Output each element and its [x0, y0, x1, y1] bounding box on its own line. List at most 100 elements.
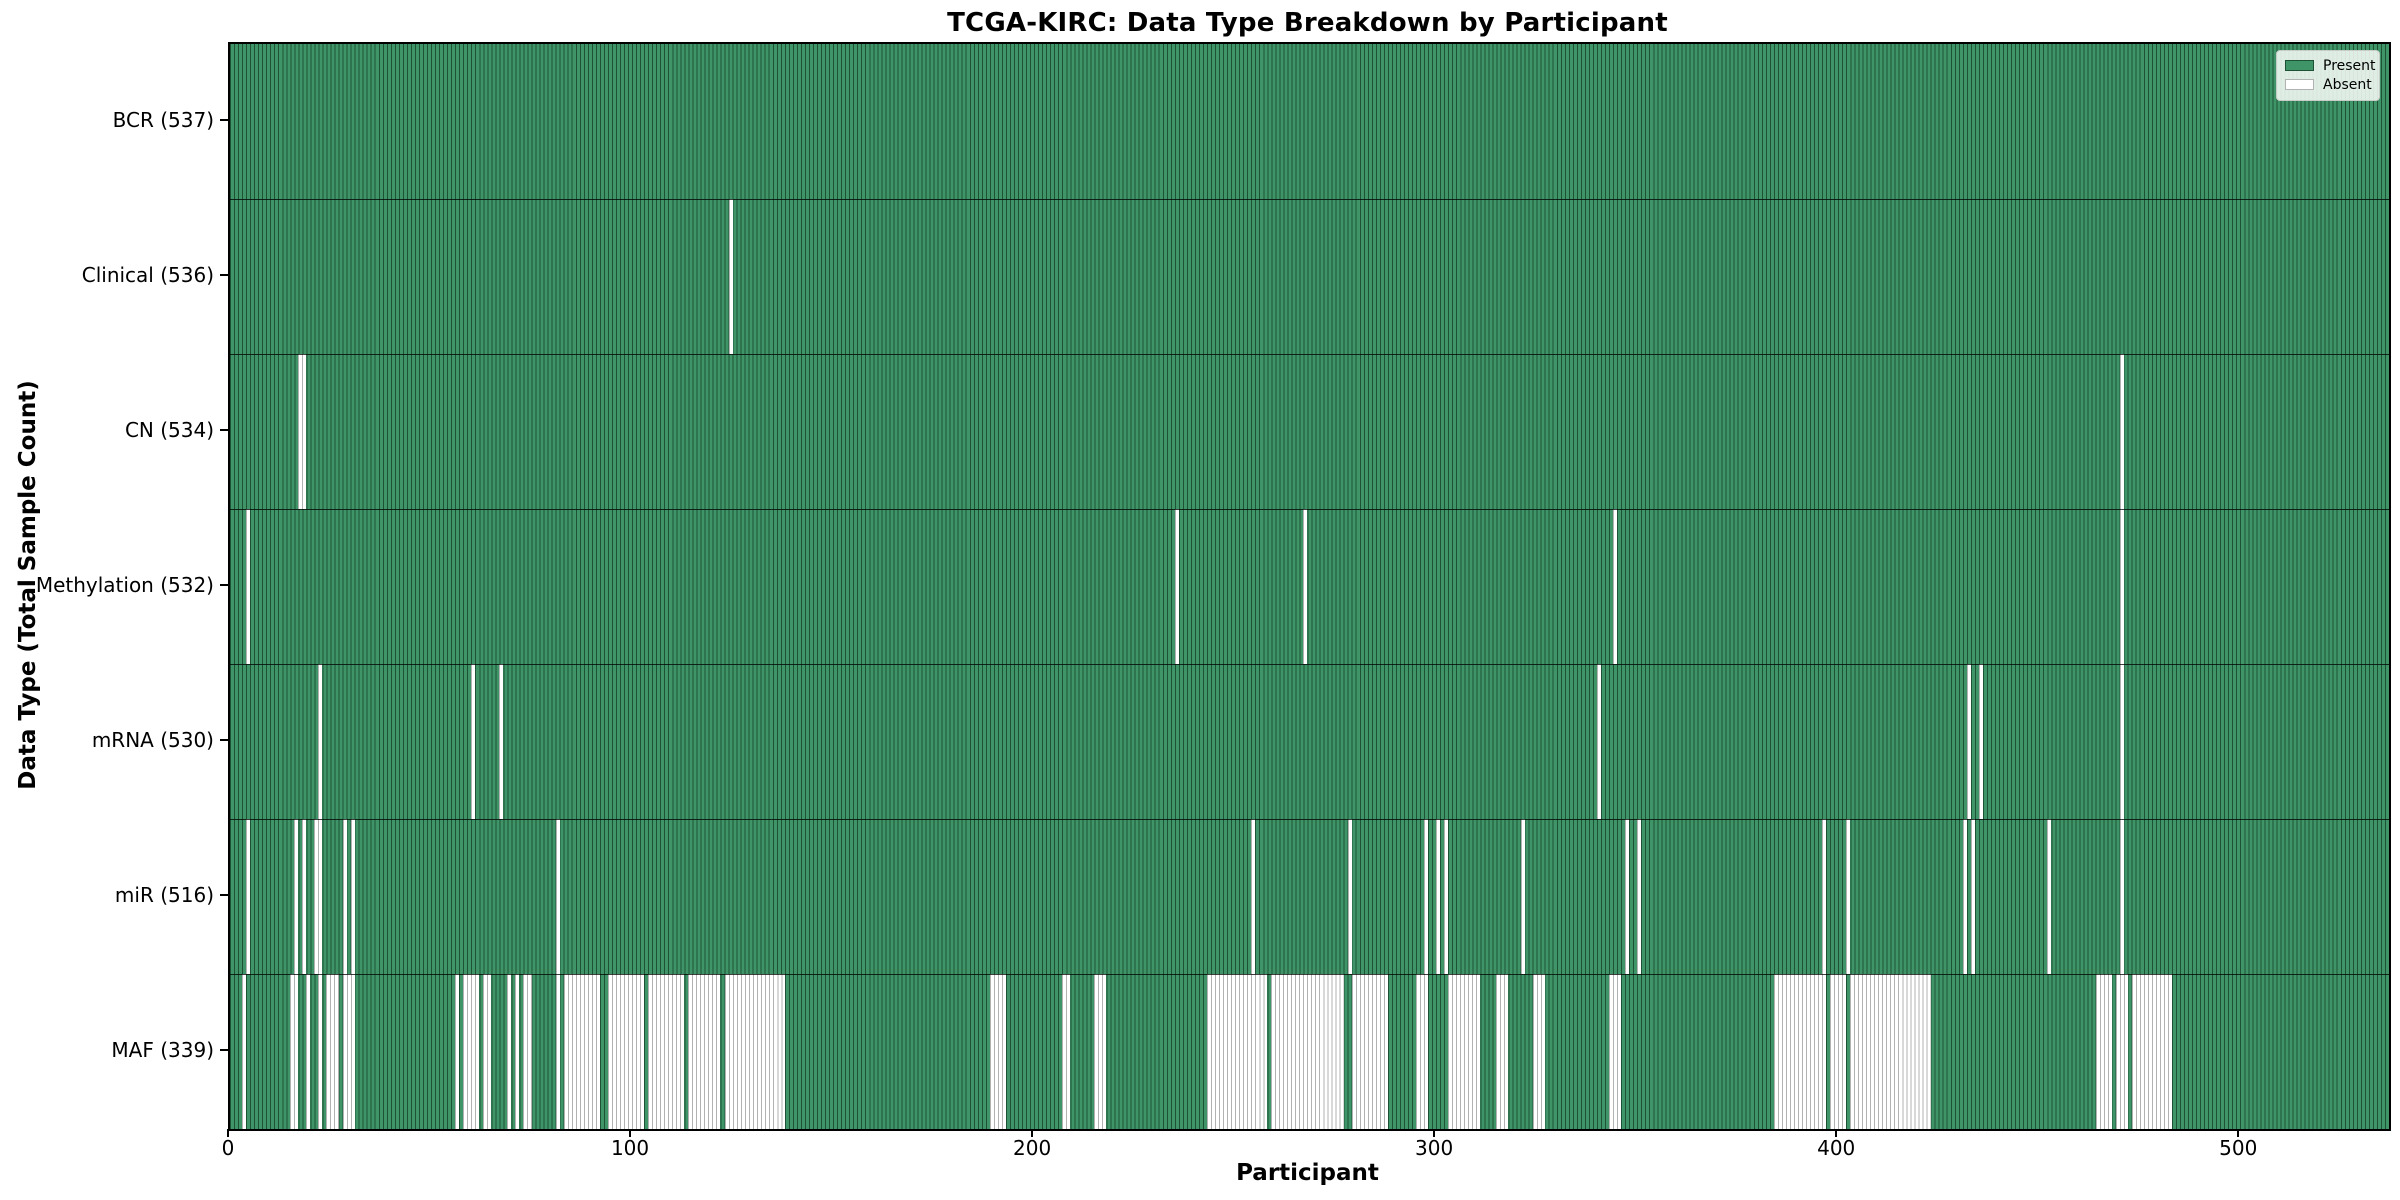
absent-block-mir — [1444, 819, 1449, 974]
absent-block-maf — [1094, 974, 1107, 1129]
ytick-label-cn: CN (534) — [124, 417, 214, 442]
ytick-mark — [220, 1048, 228, 1051]
absent-block-mir — [246, 819, 251, 974]
legend-label-absent: Absent — [2323, 76, 2372, 93]
absent-block-maf — [306, 974, 311, 1129]
ytick-label-methylation: Methylation (532) — [35, 572, 214, 597]
absent-block-methylation — [1174, 509, 1179, 664]
absent-block-maf — [607, 974, 645, 1129]
absent-block-mrna — [1978, 664, 1983, 819]
absent-block-mir — [1347, 819, 1352, 974]
absent-block-maf — [1830, 974, 1847, 1129]
legend-label-present: Present — [2323, 57, 2376, 74]
absent-block-maf — [1496, 974, 1509, 1129]
legend: Present Absent — [2276, 50, 2380, 101]
absent-block-mir — [1962, 819, 1967, 974]
absent-block-maf — [1448, 974, 1481, 1129]
absent-block-maf — [1609, 974, 1622, 1129]
present-swatch — [2285, 60, 2314, 71]
absent-block-maf — [507, 974, 512, 1129]
absent-block-maf — [483, 974, 492, 1129]
ytick-label-maf: MAF (339) — [111, 1037, 214, 1062]
absent-block-maf — [989, 974, 1006, 1129]
ytick-mark — [220, 428, 228, 431]
absent-block-maf — [463, 974, 480, 1129]
absent-block-maf — [515, 974, 520, 1129]
absent-block-mrna — [1596, 664, 1601, 819]
absent-block-mir — [1424, 819, 1429, 974]
row-separator — [230, 974, 2389, 975]
xtick-mark — [1031, 1129, 1034, 1137]
absent-block-mir — [1846, 819, 1851, 974]
row-separator — [230, 819, 2389, 820]
absent-block-maf — [1206, 974, 1268, 1129]
xtick-mark — [2237, 1129, 2240, 1137]
absent-block-mir — [2047, 819, 2052, 974]
xtick-mark — [1433, 1129, 1436, 1137]
absent-block-maf — [1532, 974, 1545, 1129]
ytick-mark — [220, 583, 228, 586]
absent-block-maf — [688, 974, 721, 1129]
ytick-label-mrna: mRNA (530) — [91, 727, 214, 752]
absent-block-maf — [648, 974, 685, 1129]
absent-block-mir — [302, 819, 307, 974]
absent-block-mrna — [499, 664, 504, 819]
plot-area: Present Absent — [228, 42, 2391, 1131]
absent-block-mir — [1625, 819, 1630, 974]
absent-block-methylation — [246, 509, 251, 664]
absent-block-mir — [294, 819, 299, 974]
chart-title: TCGA-KIRC: Data Type Breakdown by Partic… — [947, 8, 1668, 38]
absent-block-maf — [290, 974, 299, 1129]
ytick-label-clinical: Clinical (536) — [81, 262, 214, 287]
absent-block-mir — [1970, 819, 1975, 974]
row-methylation — [230, 509, 2389, 664]
absent-block-mir — [555, 819, 560, 974]
row-clinical — [230, 199, 2389, 354]
row-mrna — [230, 664, 2389, 819]
absent-block-cn — [2119, 354, 2124, 509]
absent-block-mir — [342, 819, 347, 974]
row-maf — [230, 974, 2389, 1129]
xtick-label-100: 100 — [610, 1136, 650, 1160]
legend-item-absent: Absent — [2285, 75, 2372, 94]
xtick-mark — [1835, 1129, 1838, 1137]
absent-block-maf — [1351, 974, 1388, 1129]
absent-block-maf — [2131, 974, 2172, 1129]
absent-block-clinical — [728, 199, 733, 354]
ytick-mark — [220, 118, 228, 121]
absent-block-maf — [455, 974, 460, 1129]
absent-block-cn — [298, 354, 307, 509]
absent-block-maf — [342, 974, 355, 1129]
absent-block-methylation — [1613, 509, 1618, 664]
absent-block-mir — [314, 819, 323, 974]
absent-block-maf — [2095, 974, 2112, 1129]
absent-block-maf — [1416, 974, 1429, 1129]
absent-block-maf — [1773, 974, 1827, 1129]
absent-block-methylation — [1303, 509, 1308, 664]
legend-item-present: Present — [2285, 56, 2376, 75]
absent-block-mir — [1251, 819, 1256, 974]
xtick-label-0: 0 — [221, 1136, 235, 1160]
row-mir — [230, 819, 2389, 974]
ytick-mark — [220, 273, 228, 276]
absent-block-maf — [555, 974, 560, 1129]
xtick-label-400: 400 — [1817, 1136, 1856, 1160]
absent-block-maf — [1850, 974, 1931, 1129]
row-separator — [230, 199, 2389, 200]
absent-block-mrna — [2119, 664, 2124, 819]
absent-block-mrna — [318, 664, 323, 819]
xtick-label-200: 200 — [1013, 1136, 1052, 1160]
row-bcr — [230, 44, 2389, 199]
absent-block-maf — [1271, 974, 1344, 1129]
absent-block-mrna — [1966, 664, 1971, 819]
row-separator — [230, 354, 2389, 355]
absent-block-mir — [1436, 819, 1441, 974]
absent-block-mir — [1637, 819, 1642, 974]
ytick-mark — [220, 893, 228, 896]
ytick-label-bcr: BCR (537) — [112, 107, 214, 132]
xtick-mark — [629, 1129, 632, 1137]
absent-block-maf — [563, 974, 600, 1129]
absent-block-mir — [1520, 819, 1525, 974]
absent-block-methylation — [2119, 509, 2124, 664]
